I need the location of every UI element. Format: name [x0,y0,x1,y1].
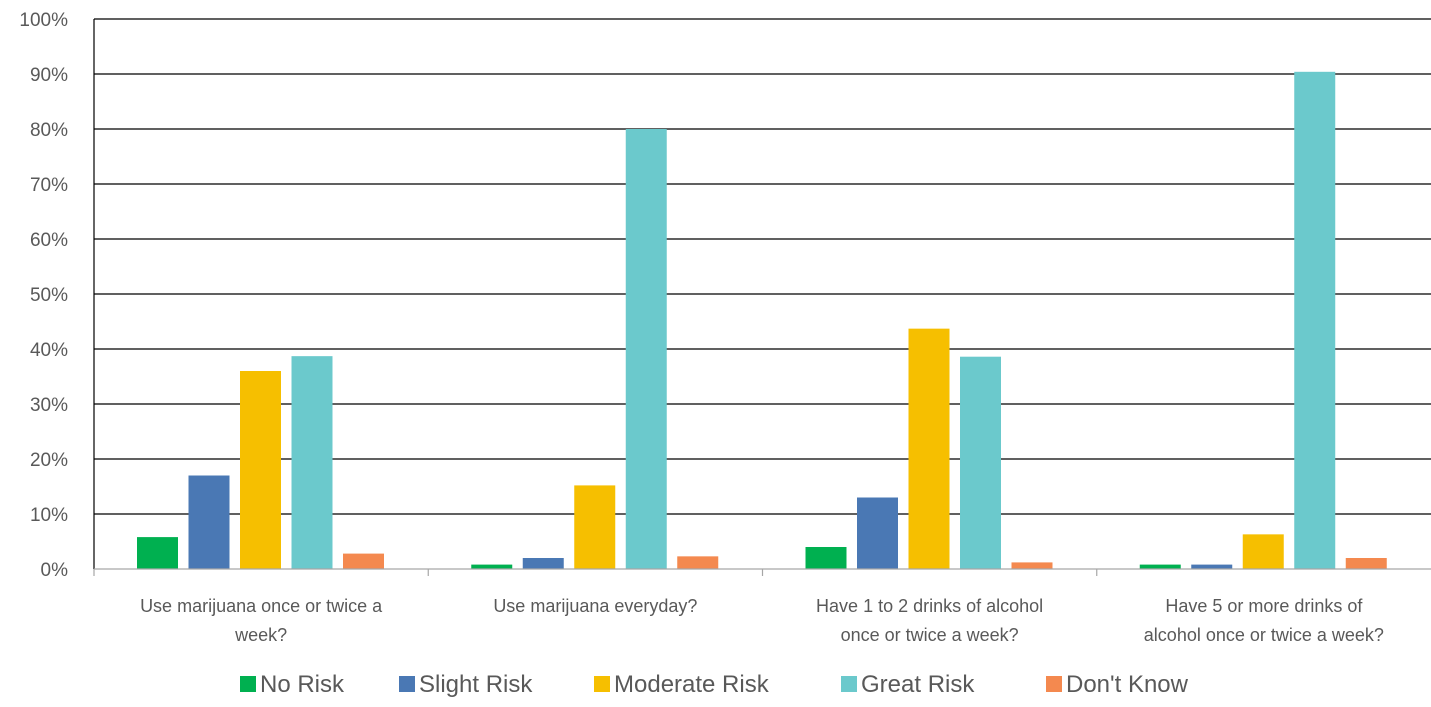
category-labels: Use marijuana once or twice a week?Use ma… [140,596,1384,645]
bar [805,547,847,569]
x-category-label: Have 1 to 2 drinks of alcohol once or twi… [816,596,1043,645]
bar [1139,564,1181,569]
bar [960,356,1001,569]
y-tick-label: 100% [19,10,68,31]
legend-label: Moderate Risk [614,671,770,698]
legend-swatch [841,676,857,692]
x-category-label: Use marijuana once or twice a week? [140,596,383,645]
bar [574,485,616,569]
bar [188,475,230,569]
bar [1345,558,1387,569]
legend-label: Slight Risk [419,671,533,698]
legend-swatch [1046,676,1062,692]
bar [625,129,667,569]
x-category-label-line: once or twice a week? [841,625,1019,645]
legend-swatch [399,676,415,692]
x-category-label-line: alcohol once or twice a week? [1144,625,1384,645]
bar [677,556,719,569]
bar [137,537,178,569]
bar [1011,562,1053,569]
y-tick-label: 90% [30,65,68,86]
y-tick-label: 10% [30,505,68,526]
y-tick-label: 70% [30,175,68,196]
legend-label: No Risk [260,671,345,698]
bar [343,553,384,569]
legend-swatch [240,676,256,692]
y-tick-label: 60% [30,230,68,251]
x-category-label-line: Use marijuana once or twice a [140,596,383,616]
bar [522,558,564,569]
legend: No Risk Slight Risk Moderate Risk Great Ris… [240,671,1189,698]
axes [93,19,1431,576]
x-category-label: Have 5 or more drinks of alcohol once or … [1144,596,1384,645]
x-category-label-line: week? [234,625,287,645]
bars [137,71,1387,570]
bar [908,328,950,569]
y-tick-label: 40% [30,340,68,361]
legend-label: Don't Know [1066,671,1189,698]
x-category-label-line: Have 1 to 2 drinks of alcohol [816,596,1043,616]
legend-label: Great Risk [861,671,975,698]
y-tick-label: 0% [41,560,69,581]
y-tick-labels: 0% 10% 20% 30% 40% 50% 60% 70% 80% 90% 100% [19,10,68,581]
bar [240,371,281,569]
y-tick-label: 80% [30,120,68,141]
bar [1242,534,1284,569]
y-tick-label: 20% [30,450,68,471]
y-tick-label: 30% [30,395,68,416]
bar [471,564,513,569]
bar [1191,564,1233,569]
bar [857,497,898,569]
bar [291,356,333,569]
x-category-label-line: Use marijuana everyday? [493,596,697,616]
x-category-label-line: Have 5 or more drinks of [1165,596,1363,616]
bar [1294,71,1336,570]
y-tick-label: 50% [30,285,68,306]
x-category-label: Use marijuana everyday? [493,596,697,616]
legend-swatch [594,676,610,692]
